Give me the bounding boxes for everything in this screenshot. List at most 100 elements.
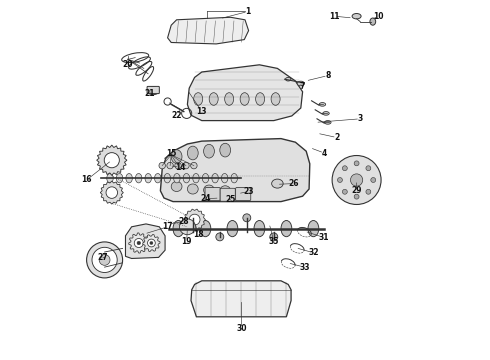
Ellipse shape	[324, 121, 331, 124]
Circle shape	[159, 162, 166, 169]
Ellipse shape	[254, 220, 265, 237]
Ellipse shape	[200, 220, 211, 237]
Ellipse shape	[270, 233, 278, 241]
Polygon shape	[97, 145, 127, 175]
Circle shape	[179, 219, 196, 235]
Ellipse shape	[240, 93, 249, 105]
Polygon shape	[160, 139, 310, 202]
Ellipse shape	[220, 186, 231, 196]
Circle shape	[167, 162, 173, 169]
Circle shape	[147, 239, 155, 247]
Ellipse shape	[116, 174, 123, 183]
Ellipse shape	[173, 174, 180, 183]
Ellipse shape	[204, 185, 215, 195]
Ellipse shape	[216, 233, 224, 241]
Ellipse shape	[164, 174, 171, 183]
Circle shape	[366, 189, 371, 194]
Ellipse shape	[171, 181, 182, 192]
Polygon shape	[191, 281, 291, 317]
Polygon shape	[168, 17, 248, 44]
FancyBboxPatch shape	[205, 188, 220, 201]
Circle shape	[99, 255, 110, 265]
Ellipse shape	[135, 174, 142, 183]
Ellipse shape	[183, 174, 190, 183]
Text: 18: 18	[193, 230, 203, 239]
Ellipse shape	[271, 93, 280, 105]
Text: 33: 33	[299, 263, 310, 271]
Polygon shape	[129, 233, 149, 253]
Polygon shape	[125, 224, 165, 258]
Text: 15: 15	[166, 149, 176, 158]
Text: 4: 4	[321, 149, 327, 158]
Ellipse shape	[370, 18, 376, 25]
Ellipse shape	[221, 174, 228, 183]
Circle shape	[191, 162, 197, 169]
Text: 11: 11	[329, 12, 340, 21]
Ellipse shape	[227, 220, 238, 237]
Ellipse shape	[193, 174, 199, 183]
Ellipse shape	[308, 220, 319, 237]
Circle shape	[343, 189, 347, 194]
Circle shape	[134, 238, 144, 248]
Ellipse shape	[319, 103, 326, 106]
Text: 8: 8	[325, 71, 330, 80]
Circle shape	[332, 156, 381, 204]
Text: 1: 1	[245, 7, 250, 16]
Ellipse shape	[194, 93, 203, 105]
Text: 7: 7	[300, 82, 305, 91]
Text: 31: 31	[319, 233, 329, 242]
Ellipse shape	[173, 220, 184, 237]
Ellipse shape	[107, 174, 113, 183]
Ellipse shape	[220, 143, 231, 157]
Ellipse shape	[209, 93, 218, 105]
Text: 23: 23	[244, 187, 254, 196]
Text: 22: 22	[172, 111, 182, 120]
Text: 35: 35	[269, 237, 279, 246]
Circle shape	[175, 162, 181, 169]
FancyBboxPatch shape	[220, 188, 235, 201]
Ellipse shape	[126, 174, 132, 183]
Text: 19: 19	[181, 237, 192, 246]
Text: 30: 30	[236, 324, 246, 333]
Ellipse shape	[224, 93, 234, 105]
Ellipse shape	[154, 174, 161, 183]
Ellipse shape	[147, 87, 159, 95]
Circle shape	[354, 194, 359, 199]
Ellipse shape	[187, 184, 198, 194]
Text: 21: 21	[145, 89, 155, 98]
Polygon shape	[184, 209, 205, 230]
Text: 24: 24	[200, 194, 211, 203]
Text: 26: 26	[288, 179, 299, 188]
Text: 13: 13	[196, 107, 207, 116]
Ellipse shape	[271, 179, 283, 188]
Text: 16: 16	[81, 175, 92, 184]
Ellipse shape	[297, 81, 304, 86]
Text: 32: 32	[308, 248, 318, 257]
Ellipse shape	[281, 220, 292, 237]
Ellipse shape	[189, 214, 197, 222]
Text: 14: 14	[175, 163, 185, 172]
Polygon shape	[100, 181, 123, 204]
Ellipse shape	[204, 144, 215, 158]
Circle shape	[189, 214, 200, 225]
Text: 10: 10	[373, 12, 384, 21]
Circle shape	[137, 241, 141, 245]
Ellipse shape	[323, 112, 329, 115]
Ellipse shape	[171, 150, 182, 163]
Text: 28: 28	[178, 217, 189, 226]
Ellipse shape	[212, 174, 219, 183]
Ellipse shape	[256, 93, 265, 105]
Text: 25: 25	[225, 195, 236, 204]
Ellipse shape	[202, 174, 209, 183]
Circle shape	[106, 187, 118, 198]
Circle shape	[150, 242, 153, 244]
Circle shape	[92, 247, 117, 273]
Circle shape	[350, 174, 363, 186]
FancyBboxPatch shape	[147, 86, 159, 94]
Ellipse shape	[286, 77, 291, 81]
Text: 3: 3	[358, 114, 363, 123]
Ellipse shape	[243, 214, 251, 222]
Text: 29: 29	[351, 186, 362, 195]
Text: 27: 27	[98, 253, 108, 262]
Text: 2: 2	[334, 133, 340, 142]
